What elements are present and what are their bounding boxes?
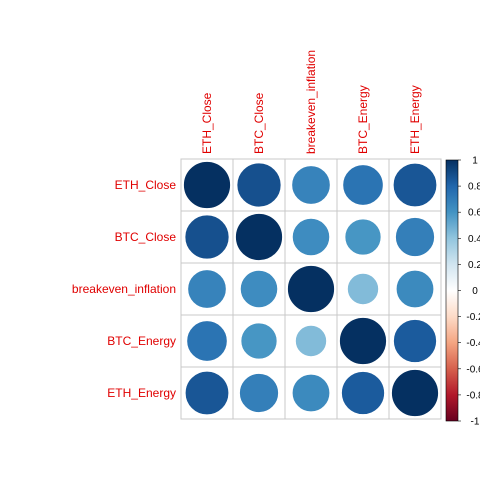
correlation-circle-ETH_Close-ETH_Close xyxy=(183,161,231,209)
colorbar-gradient xyxy=(445,159,459,422)
column-label: BTC_Energy xyxy=(356,85,370,154)
column-label: breakeven_inflation xyxy=(304,50,318,154)
row-labels: ETH_Close BTC_Close breakeven_inflation BTC… xyxy=(72,178,176,400)
correlation-circle-breakeven_inflation-breakeven_inflation xyxy=(287,265,335,313)
column-labels: ETH_Close BTC_Close breakeven_inflation BTC… xyxy=(200,50,422,154)
correlation-circle-BTC_Energy-ETH_Close xyxy=(186,320,228,362)
correlation-circles xyxy=(183,161,439,417)
grid-cell xyxy=(336,262,390,316)
column-label: BTC_Close xyxy=(252,92,266,154)
correlation-circle-breakeven_inflation-ETH_Close xyxy=(187,269,227,309)
correlation-circle-breakeven_inflation-BTC_Energy xyxy=(347,273,379,305)
colorbar: 1 0.8 0.6 0.4 0.2 0 -0.2 -0.4 -0.6 -0.8 -1 xyxy=(445,156,480,428)
correlation-circle-breakeven_inflation-BTC_Close xyxy=(239,269,279,309)
row-label: breakeven_inflation xyxy=(72,282,176,296)
colorbar-tick-label: 0 xyxy=(472,286,478,297)
colorbar-tick-label: -0.2 xyxy=(466,312,480,323)
colorbar-tick-label: 0.8 xyxy=(468,182,480,193)
column-label: ETH_Energy xyxy=(408,85,422,154)
colorbar-tick-label: 1 xyxy=(472,156,478,167)
correlation-circle-BTC_Close-ETH_Close xyxy=(184,214,230,260)
colorbar-tick-label: -0.4 xyxy=(466,338,480,349)
correlation-circle-ETH_Energy-BTC_Close xyxy=(239,373,279,413)
row-label: ETH_Energy xyxy=(107,386,176,400)
colorbar-tick-label: 0.2 xyxy=(468,260,480,271)
colorbar-tick-label: -0.8 xyxy=(466,390,480,401)
correlation-circle-BTC_Close-breakeven_inflation xyxy=(291,217,331,257)
row-label: ETH_Close xyxy=(115,178,177,192)
colorbar-tick-label: -0.6 xyxy=(466,364,480,375)
correlation-circle-ETH_Close-ETH_Energy xyxy=(392,162,438,208)
correlation-circle-BTC_Energy-BTC_Close xyxy=(240,322,278,360)
correlation-circle-ETH_Energy-BTC_Energy xyxy=(341,371,385,415)
correlation-circle-BTC_Close-ETH_Energy xyxy=(395,217,435,257)
correlation-circle-ETH_Energy-ETH_Energy xyxy=(391,369,439,417)
row-label: BTC_Close xyxy=(115,230,177,244)
correlation-circle-ETH_Close-BTC_Energy xyxy=(342,164,384,206)
colorbar-tick-label: 0.6 xyxy=(468,208,480,219)
row-label: BTC_Energy xyxy=(107,334,176,348)
colorbar-tick-label: -1 xyxy=(471,417,480,428)
colorbar-tick-label: 0.4 xyxy=(468,234,480,245)
correlation-circle-ETH_Close-breakeven_inflation xyxy=(291,165,331,205)
correlation-circle-ETH_Energy-breakeven_inflation xyxy=(291,373,331,413)
column-label: ETH_Close xyxy=(200,92,214,154)
correlation-circle-BTC_Close-BTC_Energy xyxy=(344,218,382,256)
correlation-circle-BTC_Close-BTC_Close xyxy=(235,213,283,261)
correlation-circle-ETH_Close-BTC_Close xyxy=(236,162,282,208)
correlation-circle-breakeven_inflation-ETH_Energy xyxy=(395,269,435,309)
correlation-circle-BTC_Energy-breakeven_inflation xyxy=(295,325,327,357)
correlation-circle-ETH_Energy-ETH_Close xyxy=(184,370,230,416)
correlation-circle-BTC_Energy-ETH_Energy xyxy=(393,319,437,363)
correlation-circle-BTC_Energy-BTC_Energy xyxy=(339,317,387,365)
